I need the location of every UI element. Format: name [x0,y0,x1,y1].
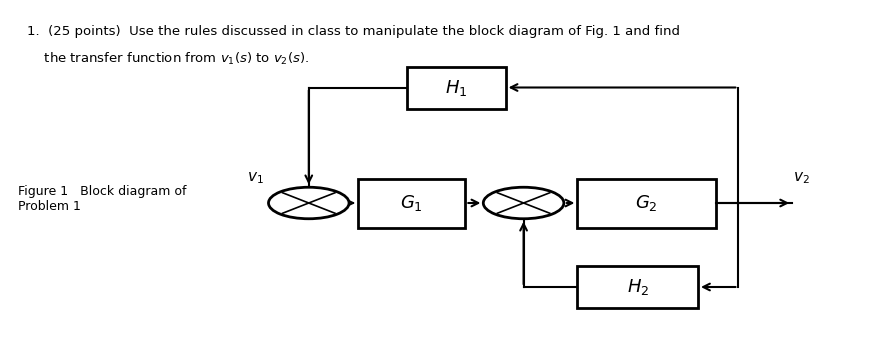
Text: the transfer function from $v_1(s)$ to $v_2(s)$.: the transfer function from $v_1(s)$ to $… [27,51,308,67]
Circle shape [483,187,563,219]
Text: Figure 1   Block diagram of
Problem 1: Figure 1 Block diagram of Problem 1 [18,186,186,214]
Text: $G_2$: $G_2$ [635,193,657,213]
FancyBboxPatch shape [577,178,715,228]
Text: $v_2$: $v_2$ [792,170,808,186]
Text: $H_2$: $H_2$ [626,277,648,297]
Circle shape [268,187,349,219]
FancyBboxPatch shape [407,66,505,108]
Text: $G_1$: $G_1$ [400,193,423,213]
FancyBboxPatch shape [358,178,465,228]
Text: $v_1$: $v_1$ [247,170,263,186]
Text: 1.  (25 points)  Use the rules discussed in class to manipulate the block diagra: 1. (25 points) Use the rules discussed i… [27,25,679,37]
FancyBboxPatch shape [577,266,697,308]
Text: $H_1$: $H_1$ [444,77,468,98]
